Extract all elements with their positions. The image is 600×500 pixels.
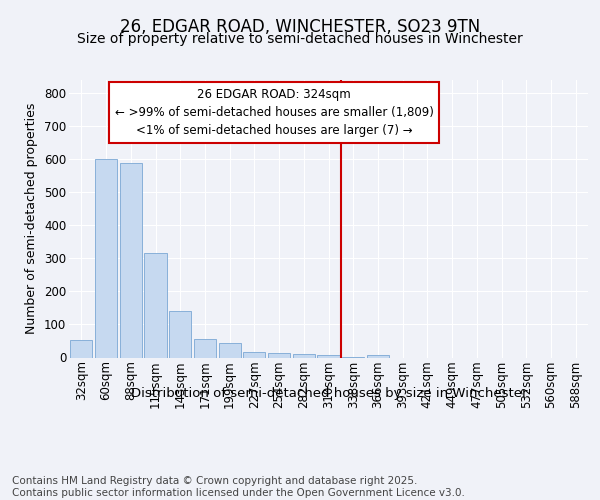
Bar — [293, 354, 315, 358]
Text: Contains HM Land Registry data © Crown copyright and database right 2025.
Contai: Contains HM Land Registry data © Crown c… — [12, 476, 465, 498]
Bar — [145, 254, 167, 358]
Bar — [243, 352, 265, 358]
Bar — [70, 340, 92, 357]
Bar — [317, 355, 340, 358]
Bar — [194, 338, 216, 357]
Bar — [342, 356, 364, 358]
Y-axis label: Number of semi-detached properties: Number of semi-detached properties — [25, 103, 38, 334]
Text: 26 EDGAR ROAD: 324sqm
← >99% of semi-detached houses are smaller (1,809)
<1% of : 26 EDGAR ROAD: 324sqm ← >99% of semi-det… — [115, 88, 433, 138]
Text: 26, EDGAR ROAD, WINCHESTER, SO23 9TN: 26, EDGAR ROAD, WINCHESTER, SO23 9TN — [120, 18, 480, 36]
Bar — [119, 162, 142, 358]
Bar — [95, 160, 117, 358]
Bar — [169, 311, 191, 358]
Bar — [268, 353, 290, 358]
Text: Distribution of semi-detached houses by size in Winchester: Distribution of semi-detached houses by … — [131, 388, 527, 400]
Bar — [367, 355, 389, 358]
Text: Size of property relative to semi-detached houses in Winchester: Size of property relative to semi-detach… — [77, 32, 523, 46]
Bar — [218, 342, 241, 357]
